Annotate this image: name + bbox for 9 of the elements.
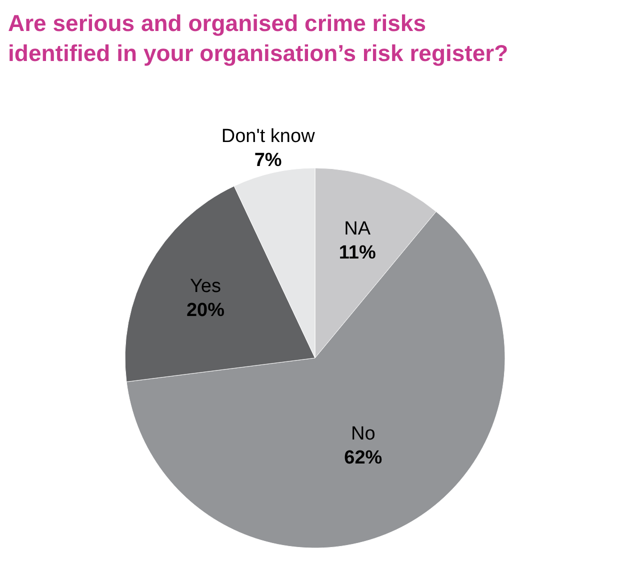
chart-title: Are serious and organised crime risks identified in your organisation’s risk register? bbox=[8, 9, 510, 68]
slice-label: NA bbox=[344, 218, 371, 240]
data-label: 62% bbox=[344, 448, 382, 469]
data-label: 7% bbox=[254, 150, 282, 172]
slice-label: No bbox=[351, 424, 376, 445]
slice-label: Don't know bbox=[221, 126, 316, 148]
slice-label: Yes bbox=[190, 276, 221, 297]
data-label: 20% bbox=[186, 300, 225, 321]
data-label: 11% bbox=[338, 242, 376, 264]
